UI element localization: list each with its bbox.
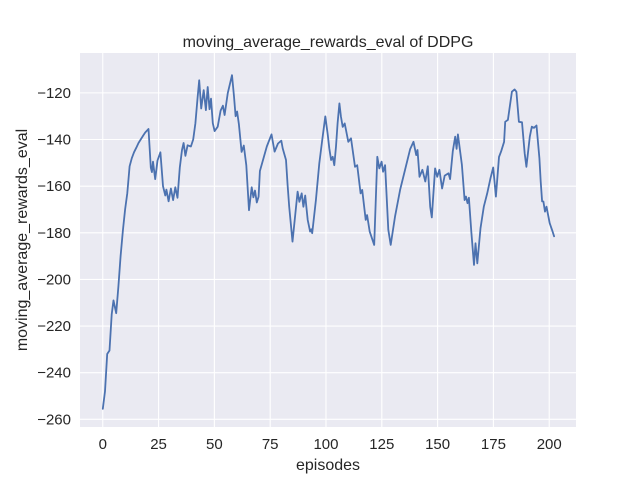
x-tick-label: 0 [99, 436, 107, 453]
y-tick-label: −140 [37, 132, 71, 149]
y-tick-label: −220 [37, 318, 71, 335]
x-tick-label: 175 [481, 436, 506, 453]
x-tick-label: 50 [206, 436, 223, 453]
x-tick-labels: 0 25 50 75 100 125 150 175 200 [99, 436, 562, 453]
y-axis-label: moving_average_rewards_eval [14, 129, 31, 351]
reward-line [101, 74, 555, 410]
x-tick-label: 100 [313, 436, 338, 453]
plot-area [80, 53, 576, 427]
x-tick-label: 200 [537, 436, 562, 453]
y-tick-label: −180 [37, 225, 71, 242]
x-tick-label: 125 [369, 436, 394, 453]
y-tick-labels: −260 −240 −220 −200 −180 −160 −140 −120 [37, 85, 71, 428]
x-tick-label: 75 [262, 436, 279, 453]
chart-title: moving_average_rewards_eval of DDPG [183, 34, 474, 51]
y-tick-label: −160 [37, 178, 71, 195]
x-axis-label: episodes [296, 457, 360, 474]
x-tick-label: 25 [150, 436, 167, 453]
x-tick-label: 150 [425, 436, 450, 453]
y-tick-label: −240 [37, 365, 71, 382]
y-tick-label: −200 [37, 271, 71, 288]
y-tick-label: −120 [37, 85, 71, 102]
gridlines [80, 53, 576, 427]
y-tick-label: −260 [37, 411, 71, 428]
